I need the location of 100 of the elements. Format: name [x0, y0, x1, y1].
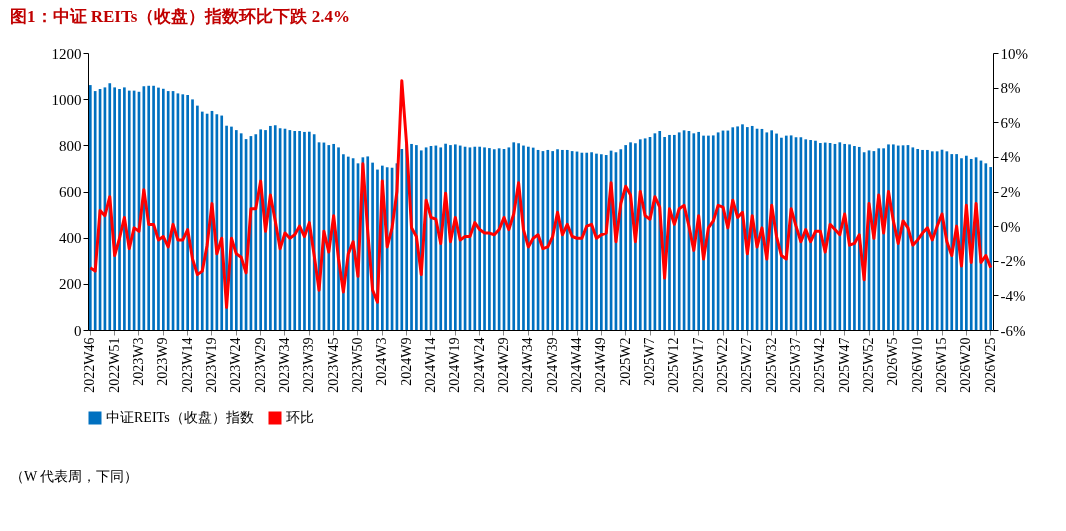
legend-label: 环比 — [286, 410, 314, 425]
bar — [220, 115, 224, 330]
bar — [711, 135, 715, 330]
bar — [108, 83, 112, 330]
x-tick-label: 2025W17 — [690, 337, 706, 393]
x-tick-label: 2025W22 — [715, 337, 731, 393]
bar — [259, 129, 262, 330]
y2-tick-label: -2% — [1000, 253, 1026, 270]
y-tick-label: 1200 — [51, 45, 82, 62]
bar — [804, 139, 808, 330]
bar — [926, 149, 929, 330]
bar — [624, 145, 628, 330]
bar — [595, 153, 598, 330]
bar — [127, 90, 131, 330]
y-tick-label: 400 — [59, 230, 82, 247]
bar — [989, 167, 993, 330]
bar — [196, 105, 199, 330]
bar — [955, 154, 958, 330]
bar — [303, 131, 306, 330]
x-tick-label: 2023W39 — [301, 337, 317, 393]
bar — [590, 152, 593, 330]
bar — [88, 85, 92, 330]
y2-tick-label: 6% — [1000, 114, 1021, 131]
bar — [531, 147, 535, 330]
line-series — [88, 79, 993, 309]
y2-tick-label: -6% — [1000, 322, 1026, 339]
bar — [819, 143, 822, 330]
x-tick-label: 2024W14 — [422, 337, 438, 393]
bar — [298, 131, 301, 330]
y2-tick-label: 2% — [1000, 184, 1021, 200]
bar — [585, 152, 589, 330]
bar — [254, 134, 258, 330]
x-tick-label: 2024W34 — [520, 337, 536, 393]
bar — [731, 127, 735, 330]
x-tick-label: 2025W2 — [617, 337, 633, 386]
bar — [692, 133, 696, 330]
bar — [780, 137, 783, 330]
x-tick-label: 2022W51 — [106, 337, 122, 393]
x-tick-label: 2023W45 — [325, 337, 341, 393]
bar — [707, 135, 710, 330]
bar — [556, 149, 559, 330]
y2-tick-label: 4% — [1000, 149, 1021, 166]
bar — [930, 151, 934, 330]
bar — [488, 148, 491, 330]
bar — [838, 142, 842, 330]
legend-label: 中证REITs（收盘）指数 — [106, 410, 254, 425]
x-tick-label: 2024W9 — [398, 337, 414, 386]
x-tick-label: 2023W3 — [130, 337, 146, 386]
bar — [892, 144, 895, 330]
bar — [546, 149, 550, 330]
bar — [400, 149, 404, 330]
x-tick-label: 2024W24 — [471, 337, 487, 393]
bar — [741, 124, 744, 330]
x-tick-label: 2025W52 — [861, 337, 877, 393]
bar — [449, 145, 452, 330]
x-tick-label: 2023W34 — [276, 337, 292, 393]
y-tick-label: 600 — [59, 184, 82, 200]
bar — [916, 149, 920, 330]
bar — [673, 134, 676, 330]
bar — [473, 146, 477, 330]
bar — [147, 85, 151, 330]
bar — [157, 87, 160, 330]
bar — [458, 145, 462, 330]
bar — [784, 135, 788, 330]
bar — [415, 145, 418, 330]
bar — [483, 147, 486, 330]
bar — [186, 95, 189, 330]
bar — [439, 147, 443, 330]
x-tick-label: 2024W44 — [569, 337, 584, 393]
bar — [629, 142, 632, 330]
bar — [269, 125, 272, 330]
x-tick-label: 2026W20 — [958, 337, 974, 393]
y-tick-label: 0 — [74, 322, 82, 339]
bar — [950, 154, 954, 330]
x-tick-label: 2023W50 — [349, 337, 365, 393]
bar — [677, 132, 681, 330]
x-tick-label: 2025W37 — [788, 337, 804, 393]
y-tick-label: 800 — [59, 137, 82, 154]
y2-tick-label: 8% — [1000, 80, 1021, 97]
bar — [293, 131, 297, 330]
bar — [307, 131, 311, 330]
bar — [551, 151, 555, 330]
bar — [887, 144, 890, 330]
bar — [848, 144, 851, 330]
x-tick-label: 2026W15 — [934, 337, 950, 393]
bar — [857, 146, 861, 330]
bar — [118, 89, 121, 330]
bar — [526, 146, 530, 330]
bar — [234, 130, 238, 330]
x-tick-label: 2024W19 — [447, 337, 463, 393]
x-tick-label: 2026W5 — [885, 337, 901, 386]
bar — [750, 125, 754, 330]
x-tick-label: 2023W14 — [179, 337, 195, 393]
bar — [746, 127, 749, 330]
bar — [814, 140, 817, 330]
x-tick-label: 2025W32 — [763, 337, 779, 393]
x-tick-label: 2024W39 — [544, 337, 560, 393]
bar — [113, 87, 116, 330]
x-tick-label: 2026W10 — [909, 337, 925, 393]
x-tick-label: 2025W42 — [812, 337, 828, 393]
